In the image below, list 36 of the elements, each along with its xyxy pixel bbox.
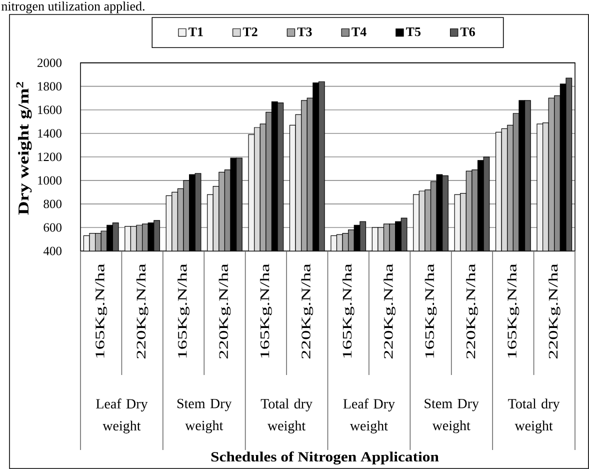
x-tick-label: 165Kg.N/ha — [260, 264, 272, 358]
x-tick-label: 220Kg.N/ha — [136, 264, 148, 359]
x-tick-label: 165Kg.N/ha — [178, 264, 190, 358]
text: Stem Dry weight — [177, 398, 232, 434]
y-tick-label: 1800 — [38, 82, 62, 91]
x-tick-label: 165Kg.N/ha — [424, 264, 437, 358]
text: Total dry weight — [508, 398, 560, 434]
y-tick-label: 1600 — [38, 106, 62, 114]
x-tick-label: 220Kg.N/ha — [466, 264, 478, 359]
text: Leaf Dry weight — [343, 398, 395, 434]
y-tick-label: 1400 — [38, 129, 62, 138]
text: Total dry weight — [260, 398, 312, 434]
y-tick-label: 2000 — [38, 58, 62, 68]
x-tick-label: 220Kg.N/ha — [384, 264, 396, 359]
x-tick-label: 220Kg.N/ha — [218, 264, 231, 359]
x-tick-label: 220Kg.N/ha — [301, 264, 314, 359]
text: Stem Dry weight — [424, 398, 479, 434]
legend-label: T6 — [460, 27, 475, 36]
x-tick-label: 165Kg.N/ha — [342, 264, 354, 358]
text: Schedules of Nitrogen Application — [211, 452, 439, 464]
legend-label: T4 — [352, 28, 366, 36]
y-tick-label: 1000 — [38, 176, 62, 185]
text: Leaf Dry weight — [96, 398, 148, 434]
y-axis-title: Dry weight g/m$^{2}$ — [16, 82, 32, 215]
y-tick-label: 400 — [43, 246, 62, 256]
y-tick-label: 800 — [44, 200, 62, 208]
x-tick-label: 165Kg.N/ha — [507, 264, 520, 358]
x-tick-label: 165Kg.N/ha — [95, 264, 108, 358]
legend-label: T3 — [297, 27, 312, 36]
x-tick-label: 220Kg.N/ha — [548, 264, 560, 359]
chart-title: nitrogen utilization applied. — [2, 1, 144, 14]
legend-label: T5 — [406, 28, 421, 36]
legend-label: T2 — [242, 27, 258, 36]
y-tick-label: 1200 — [38, 152, 62, 162]
legend-label: T1 — [188, 28, 203, 36]
y-tick-label: 600 — [44, 223, 62, 232]
